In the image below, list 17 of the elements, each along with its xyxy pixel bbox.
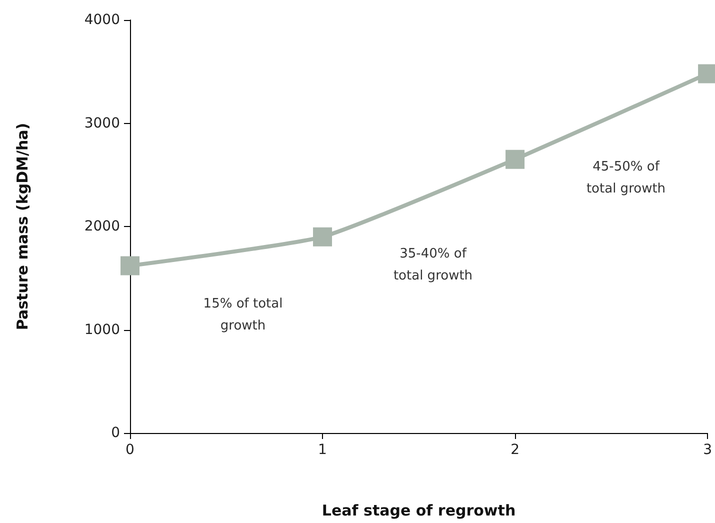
x-tick-label: 3 (703, 442, 712, 458)
x-tick-label: 1 (318, 442, 327, 458)
y-tick-label: 3000 (84, 115, 120, 132)
annotation: 45-50% of total growth (586, 160, 666, 196)
annotation: 15% of total growth (203, 296, 283, 334)
x-axis-title: Leaf stage of regrowth (322, 502, 516, 520)
y-tick-label: 2000 (84, 218, 120, 234)
point (313, 227, 332, 246)
point (120, 256, 140, 276)
y-tick-label: 0 (111, 425, 120, 441)
y-tick-label: 4000 (84, 12, 120, 28)
y-axis-title: Pasture mass (kgDM/ha) (14, 122, 32, 330)
annotation: 35-40% of total growth (393, 246, 473, 284)
y-tick-label: 1000 (84, 322, 120, 338)
x-tick-label: 2 (510, 442, 520, 458)
point (506, 150, 525, 169)
x-tick-label: 0 (126, 442, 134, 458)
